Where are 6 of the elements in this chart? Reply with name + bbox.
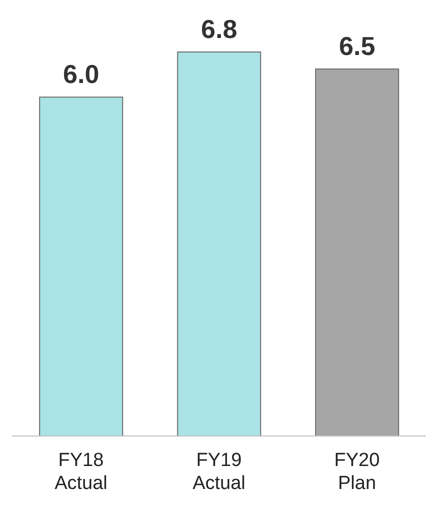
x-tick-label: FY18 Actual — [54, 450, 108, 494]
data-label: 6.0 — [63, 59, 100, 90]
data-label: 6.8 — [201, 14, 238, 44]
x-tick-label: FY20 Plan — [334, 450, 380, 494]
x-tick-label: FY19 Actual — [192, 450, 246, 494]
data-label: 6.5 — [339, 30, 376, 61]
